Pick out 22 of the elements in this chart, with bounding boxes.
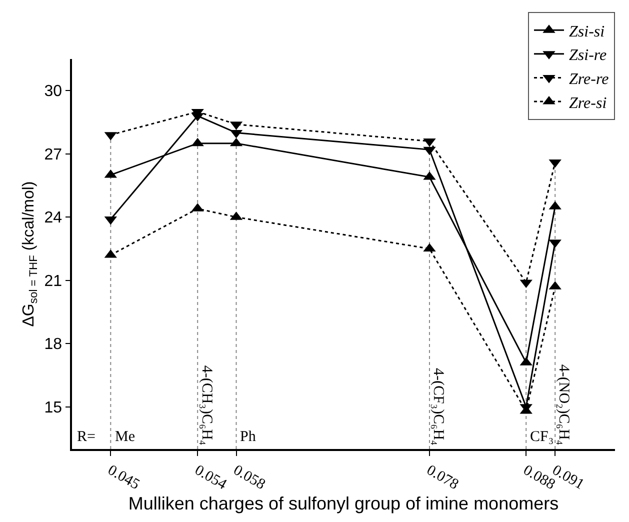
y-tick-label: 30 <box>44 83 62 100</box>
annotation: R= <box>77 429 96 445</box>
y-tick-label: 21 <box>44 272 62 290</box>
ref-line-label: 4-(CH₃)C₆H₄ <box>198 365 215 446</box>
y-tick-label: 27 <box>44 146 62 164</box>
legend-label: Zre-re <box>569 70 609 88</box>
ref-line-label: Me <box>115 429 136 445</box>
ref-line-label: 4-(NO₂)C₆H₄ <box>556 364 572 446</box>
y-tick-label: 24 <box>44 210 62 227</box>
ref-line-label: 4-(CF₃)C₆H₄ <box>430 368 446 446</box>
y-tick-label: 18 <box>44 336 62 354</box>
legend-label: Zsi-re <box>569 47 607 64</box>
x-tick-label: 0.054 <box>192 462 230 494</box>
x-tick-label: 0.078 <box>424 462 461 494</box>
ref-line-label: Ph <box>240 429 256 445</box>
x-tick-label: 0.058 <box>230 462 268 494</box>
legend-label: Zsi-si <box>569 23 605 40</box>
x-axis-title: Mulliken charges of sulfonyl group of imine monomers <box>128 493 559 514</box>
y-tick-label: 15 <box>44 399 62 416</box>
x-tick-label: 0.045 <box>104 462 142 494</box>
legend-label: Zre-si <box>569 94 607 112</box>
ref-line-label: CF₃ <box>530 429 554 445</box>
